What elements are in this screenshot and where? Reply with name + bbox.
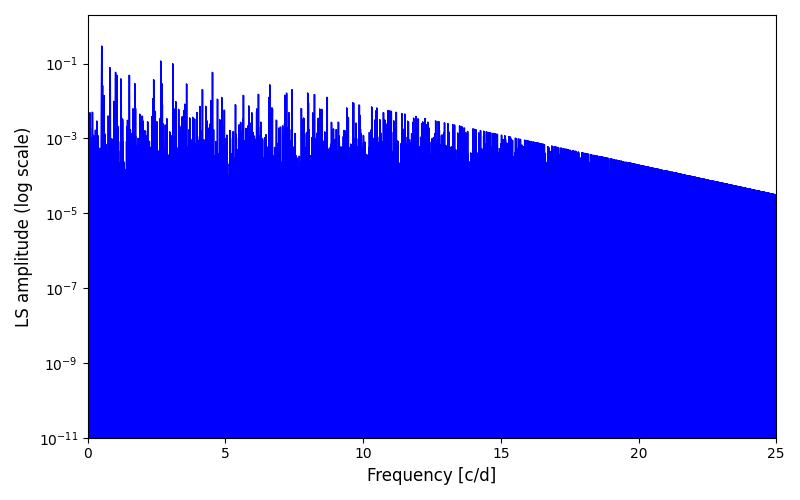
Y-axis label: LS amplitude (log scale): LS amplitude (log scale) bbox=[15, 126, 33, 326]
X-axis label: Frequency [c/d]: Frequency [c/d] bbox=[367, 467, 497, 485]
